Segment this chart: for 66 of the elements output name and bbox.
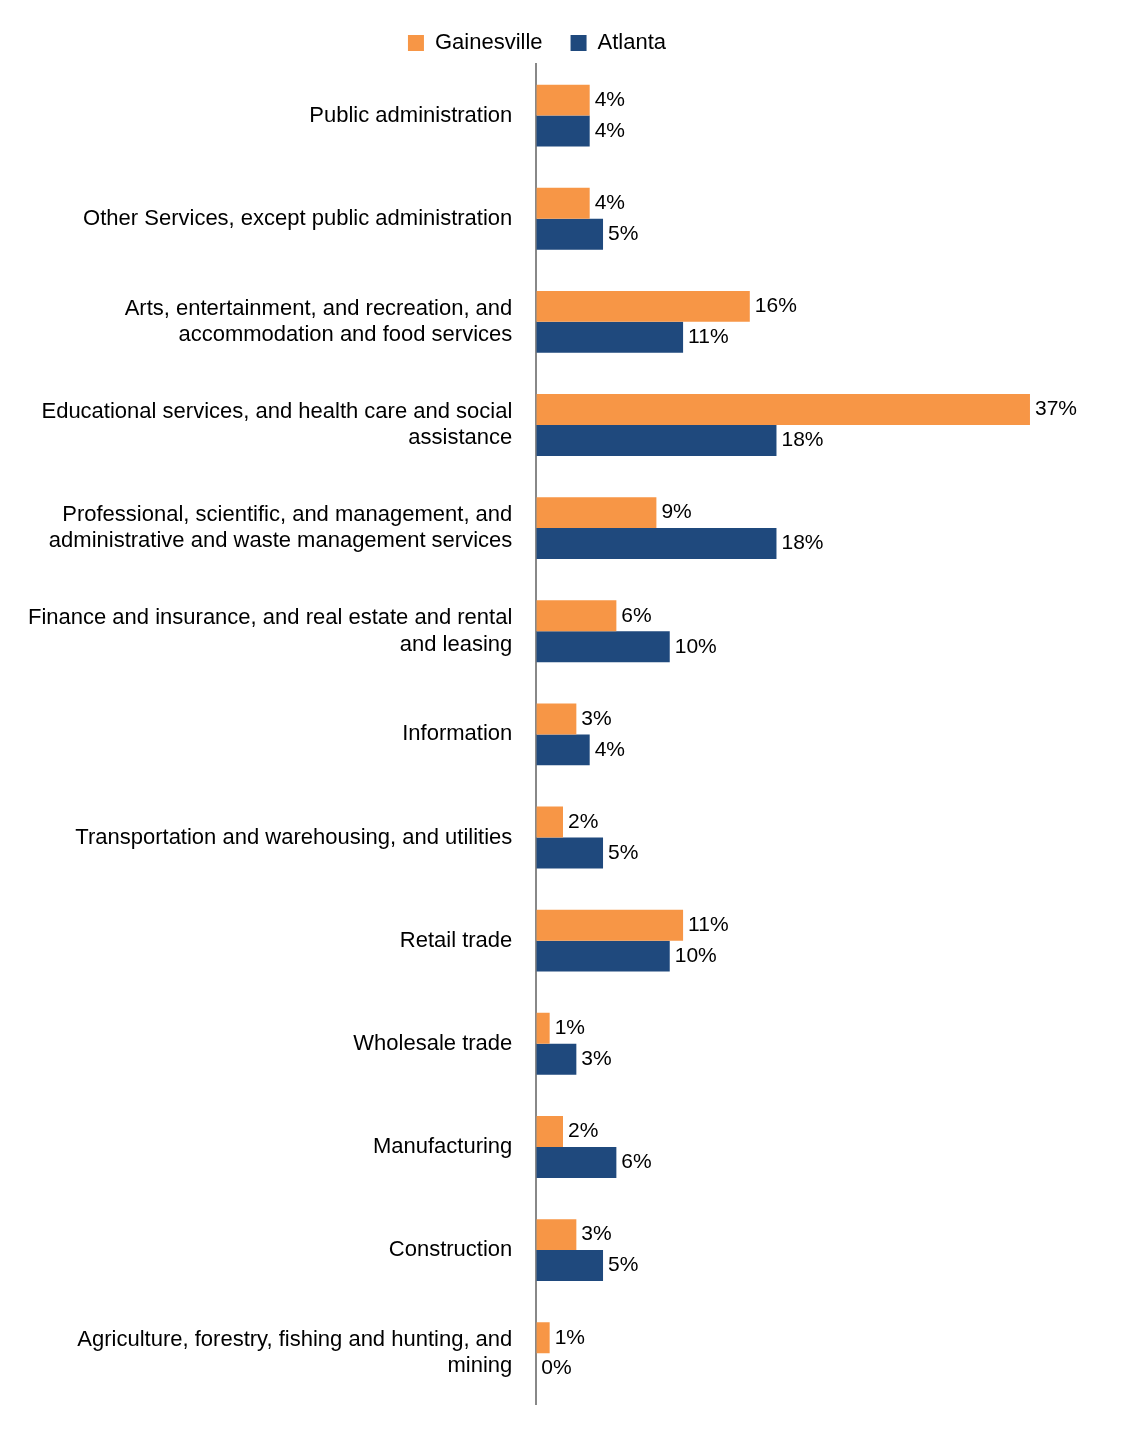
bar <box>536 1146 617 1178</box>
bar <box>536 1012 550 1044</box>
data-label: 5% <box>608 839 639 863</box>
data-label: 0% <box>541 1355 572 1379</box>
data-label: 10% <box>674 942 717 966</box>
bar <box>536 806 564 838</box>
data-label: 2% <box>568 1118 599 1142</box>
data-label: 4% <box>594 86 626 110</box>
bar <box>536 940 670 972</box>
bar <box>536 115 590 147</box>
bar <box>536 734 590 766</box>
bar <box>536 909 684 941</box>
bar <box>536 290 750 322</box>
data-label: 37% <box>1034 396 1078 420</box>
legend-label: Gainesville <box>434 29 543 55</box>
data-label: 4% <box>594 190 626 214</box>
bar <box>536 321 684 353</box>
data-label: 3% <box>581 1046 612 1070</box>
y-tick-label: Agriculture, forestry, fishing and hunting, and mining <box>77 1326 513 1378</box>
data-label: 4% <box>594 736 626 760</box>
bar <box>536 218 604 250</box>
y-tick-label: Information <box>402 720 513 746</box>
y-tick-label: Transportation and warehousing, and utilities <box>75 823 513 849</box>
y-tick-label: Public administration <box>309 101 513 127</box>
y-tick-label: Manufacturing <box>372 1133 513 1159</box>
data-label: 5% <box>608 1252 639 1276</box>
bar <box>536 1043 577 1075</box>
data-label: 10% <box>674 633 717 657</box>
bar <box>536 600 617 632</box>
bar <box>536 703 577 735</box>
bar <box>536 631 670 663</box>
bar <box>536 1219 577 1251</box>
data-label: 18% <box>781 530 824 554</box>
data-label: 6% <box>621 602 652 626</box>
legend-label: Atlanta <box>597 29 667 55</box>
y-tick-label: Retail trade <box>399 926 513 952</box>
bar <box>536 187 590 219</box>
bar <box>536 837 604 869</box>
data-label: 4% <box>594 117 626 141</box>
data-label: 1% <box>554 1324 586 1348</box>
bar <box>536 528 777 560</box>
y-tick-label: Educational services, and health care and social assistance <box>41 397 513 450</box>
data-label: 1% <box>554 1015 586 1039</box>
y-tick-label: Arts, entertainment, and recreation, and accommodation and food services <box>124 294 513 347</box>
data-label: 3% <box>581 705 612 729</box>
y-tick-label: Construction <box>388 1236 513 1262</box>
data-label: 5% <box>608 220 639 244</box>
data-label: 6% <box>621 1149 652 1173</box>
data-label: 18% <box>781 427 824 451</box>
bar <box>536 1322 550 1354</box>
bar <box>536 497 657 529</box>
y-tick-label: Other Services, except public administration <box>83 204 513 230</box>
bar <box>536 1116 564 1147</box>
data-label: 11% <box>688 324 729 348</box>
data-label: 2% <box>568 808 599 832</box>
bar <box>536 84 590 116</box>
data-label: 3% <box>581 1221 612 1245</box>
y-tick-label: Professional, scientific, and management, and administrative and waste management services <box>48 500 513 553</box>
bar <box>536 394 1030 425</box>
data-label: 11% <box>688 912 729 935</box>
y-tick-label: Wholesale trade <box>353 1029 513 1055</box>
data-label: 16% <box>754 293 797 317</box>
data-label: 9% <box>661 499 692 523</box>
bar <box>536 1250 604 1282</box>
bar <box>536 424 777 456</box>
y-tick-label: Finance and insurance, and real estate and rental and leasing <box>27 604 513 656</box>
